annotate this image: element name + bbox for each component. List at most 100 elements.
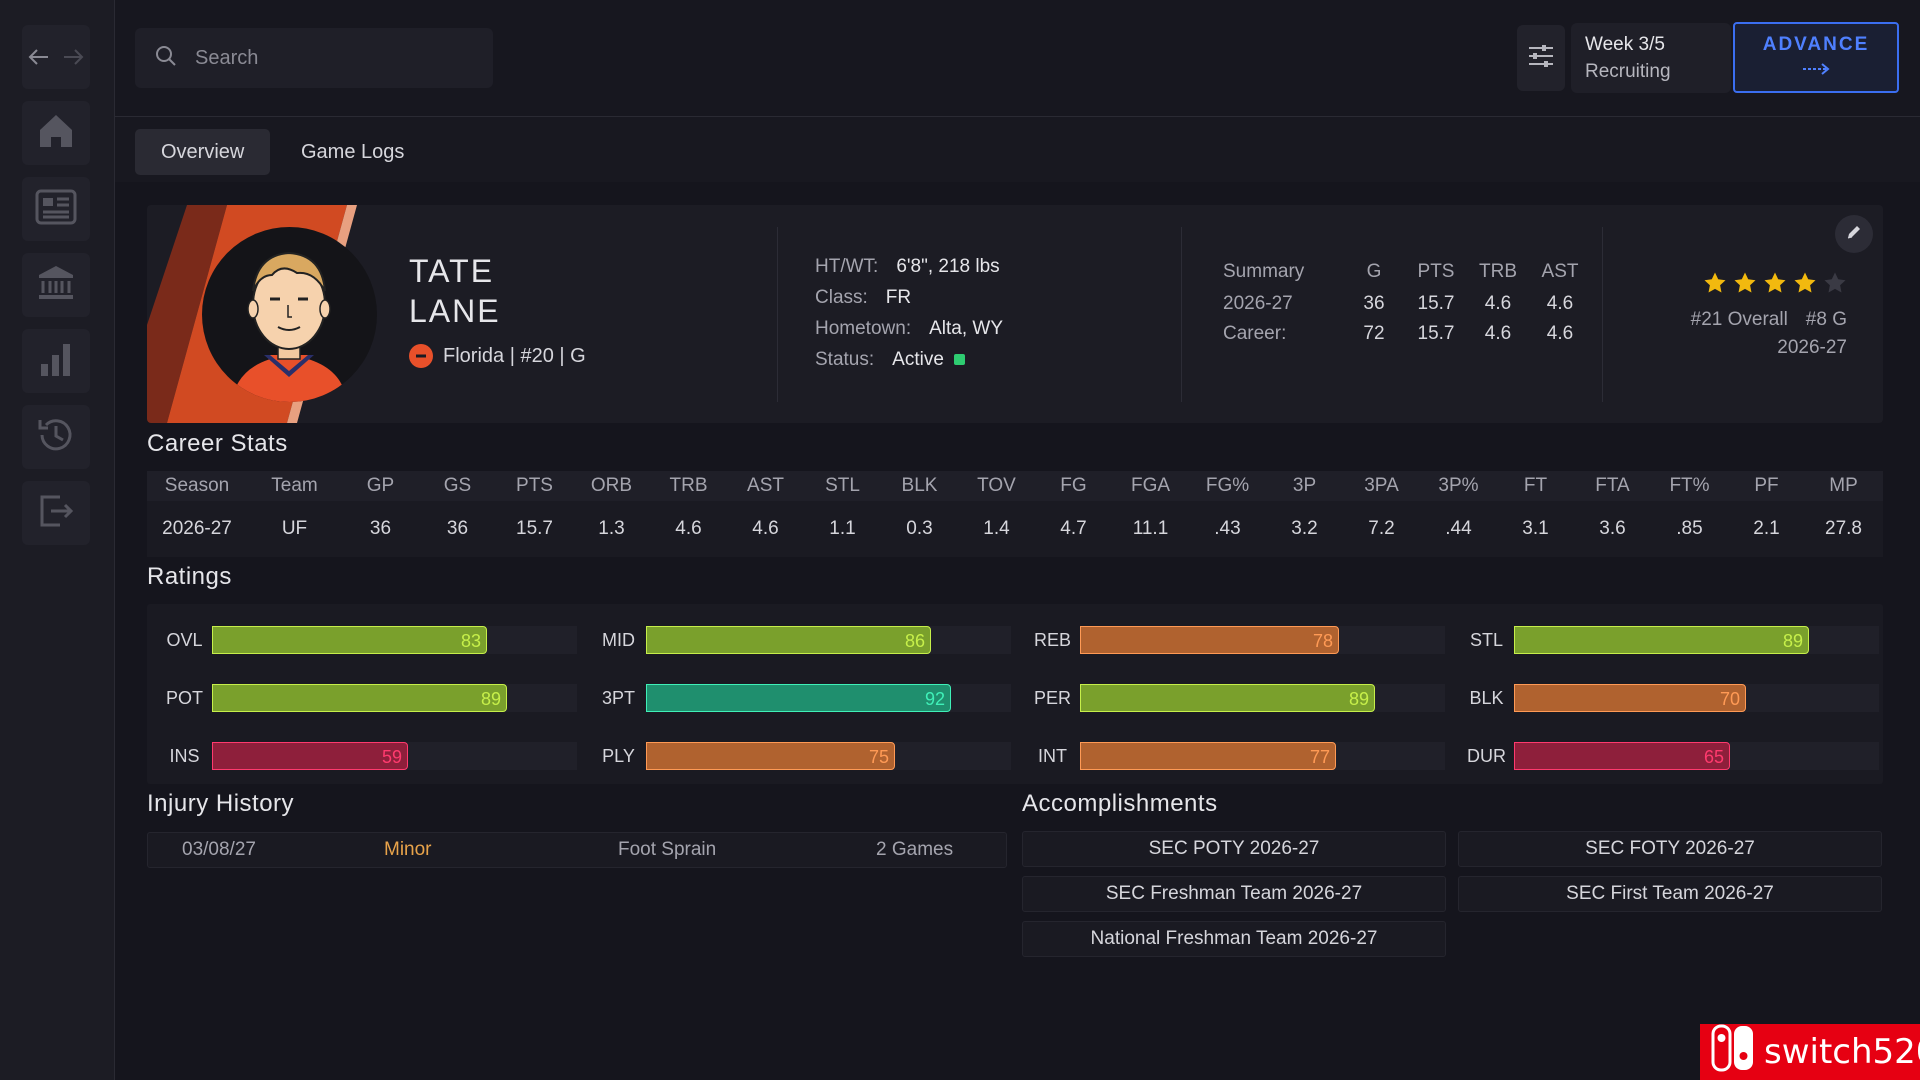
- rating-label: INT: [1038, 746, 1067, 766]
- sidebar-item-stats[interactable]: [22, 329, 90, 393]
- tab-overview[interactable]: Overview: [135, 129, 271, 175]
- search-box: [135, 28, 493, 88]
- sidebar-item-exit[interactable]: [22, 481, 90, 545]
- search-input[interactable]: [195, 46, 455, 70]
- switch-logo-icon: [1710, 1023, 1756, 1080]
- sidebar-item-home[interactable]: [22, 101, 90, 165]
- accomplishment-item: SEC FOTY 2026-27: [1458, 831, 1882, 867]
- rating-track: 83: [212, 626, 577, 654]
- stats-cell: UF: [281, 518, 308, 539]
- sidebar-item-news[interactable]: [22, 177, 90, 241]
- rating-mid: MID 86: [591, 626, 1011, 654]
- stats-cell: .44: [1445, 518, 1472, 539]
- rating-bar: 75: [646, 742, 895, 770]
- sidebar-item-history[interactable]: [22, 405, 90, 469]
- edit-button[interactable]: [1835, 215, 1873, 253]
- star-icon: [1763, 271, 1787, 304]
- ratings-panel: OVL 83 MID 86 REB 78 STL 89 POT 89 3PT 92 PER 89 BLK 70…: [147, 604, 1883, 784]
- week-label: Week 3/5: [1585, 34, 1665, 55]
- stats-header: Season: [164, 475, 230, 496]
- career-stats-table: Season Team GP GS PTS ORB TRB AST STL BLK TOV FG FGA…: [147, 471, 1883, 557]
- stats-header: GP: [366, 475, 395, 496]
- accomplishment-item: SEC POTY 2026-27: [1022, 831, 1446, 867]
- stats-header-row: Season Team GP GS PTS ORB TRB AST STL BLK TOV FG FGA…: [147, 471, 1883, 501]
- rating-bar: 65: [1514, 742, 1730, 770]
- player-rating-box: #21 Overall #8 G 2026-27: [1691, 271, 1847, 362]
- stats-header: GS: [443, 475, 472, 496]
- summary-row: 2026-27 36 15.7 4.6 4.6: [1223, 293, 1591, 323]
- news-icon: [35, 188, 77, 231]
- star-icon: [1733, 271, 1757, 304]
- injury-history-title: Injury History: [147, 790, 295, 817]
- sliders-icon: [1527, 43, 1555, 74]
- rating-bar: 59: [212, 742, 408, 770]
- stats-header: MP: [1829, 475, 1858, 496]
- bank-icon: [36, 263, 76, 308]
- rating-bar: 89: [1080, 684, 1375, 712]
- player-bio: HT/WT: 6'8", 218 lbs Class: FR Hometown: Al…: [815, 251, 1003, 375]
- class-label: Class:: [815, 287, 868, 308]
- summary-cell: 4.6: [1546, 293, 1574, 314]
- stats-header: FT%: [1669, 475, 1710, 496]
- summary-header: Summary: [1223, 261, 1305, 282]
- class-value: FR: [885, 287, 912, 308]
- status-value-wrap: Active: [892, 344, 965, 375]
- stats-header: FGA: [1130, 475, 1171, 496]
- summary-cell: 72: [1363, 323, 1385, 344]
- htwt-label: HT/WT:: [815, 256, 879, 277]
- arrow-right-icon: [1801, 62, 1831, 81]
- stats-cell: .43: [1214, 518, 1241, 539]
- rating-track: 89: [1080, 684, 1445, 712]
- stats-cell: 36: [446, 518, 469, 539]
- summary-header-row: Summary G PTS TRB AST: [1223, 261, 1591, 293]
- settings-filter-button[interactable]: [1517, 25, 1565, 91]
- stats-header: PF: [1754, 475, 1779, 496]
- star-rating: [1691, 271, 1847, 304]
- star-icon: [1703, 271, 1727, 304]
- sidebar-item-institution[interactable]: [22, 253, 90, 317]
- search-icon: [155, 45, 177, 72]
- stats-header: Team: [271, 475, 318, 496]
- injury-date: 03/08/27: [182, 839, 256, 860]
- stats-header: FG: [1060, 475, 1087, 496]
- injury-type: Foot Sprain: [618, 839, 717, 860]
- rating-track: 92: [646, 684, 1011, 712]
- stats-cell: 36: [369, 518, 392, 539]
- rating-stl: STL 89: [1459, 626, 1879, 654]
- rating-ply: PLY 75: [591, 742, 1011, 770]
- stats-header: PTS: [516, 475, 553, 496]
- accomplishment-item: SEC Freshman Team 2026-27: [1022, 876, 1446, 912]
- rating-track: 65: [1514, 742, 1879, 770]
- advance-button[interactable]: ADVANCE: [1733, 22, 1899, 93]
- team-line: Florida | #20 | G: [409, 344, 586, 368]
- accomplishment-item: National Freshman Team 2026-27: [1022, 921, 1446, 957]
- rating-track: 89: [1514, 626, 1879, 654]
- rating-reb: REB 78: [1025, 626, 1445, 654]
- sidebar: [0, 0, 115, 1080]
- position-rank: #8 G: [1805, 309, 1847, 330]
- hometown-label: Hometown:: [815, 318, 912, 339]
- home-icon: [36, 111, 76, 156]
- rating-label: BLK: [1469, 688, 1504, 708]
- back-arrow-icon[interactable]: [22, 25, 56, 89]
- summary-cell: 36: [1363, 293, 1385, 314]
- rating-blk: BLK 70: [1459, 684, 1879, 712]
- stats-cell: 1.4: [983, 518, 1010, 539]
- tab-game-logs[interactable]: Game Logs: [301, 140, 405, 163]
- forward-arrow-icon[interactable]: [56, 25, 90, 89]
- hometown-value: Alta, WY: [929, 318, 1004, 339]
- tab-bar: Overview Game Logs: [115, 117, 1920, 182]
- rating-label: DUR: [1467, 746, 1506, 766]
- stats-header: 3P: [1292, 475, 1317, 496]
- stats-cell: 2.1: [1753, 518, 1780, 539]
- rating-pot: POT 89: [157, 684, 577, 712]
- rating-bar: 77: [1080, 742, 1336, 770]
- topbar: Week 3/5 Recruiting ADVANCE: [115, 0, 1920, 117]
- stats-cell: .85: [1676, 518, 1703, 539]
- stats-header: FTA: [1595, 475, 1630, 496]
- stats-cell: 15.7: [516, 518, 553, 539]
- rating-bar: 78: [1080, 626, 1339, 654]
- nav-arrows: [22, 25, 90, 89]
- rating-label: 3PT: [601, 688, 635, 708]
- stats-cell: 3.1: [1522, 518, 1549, 539]
